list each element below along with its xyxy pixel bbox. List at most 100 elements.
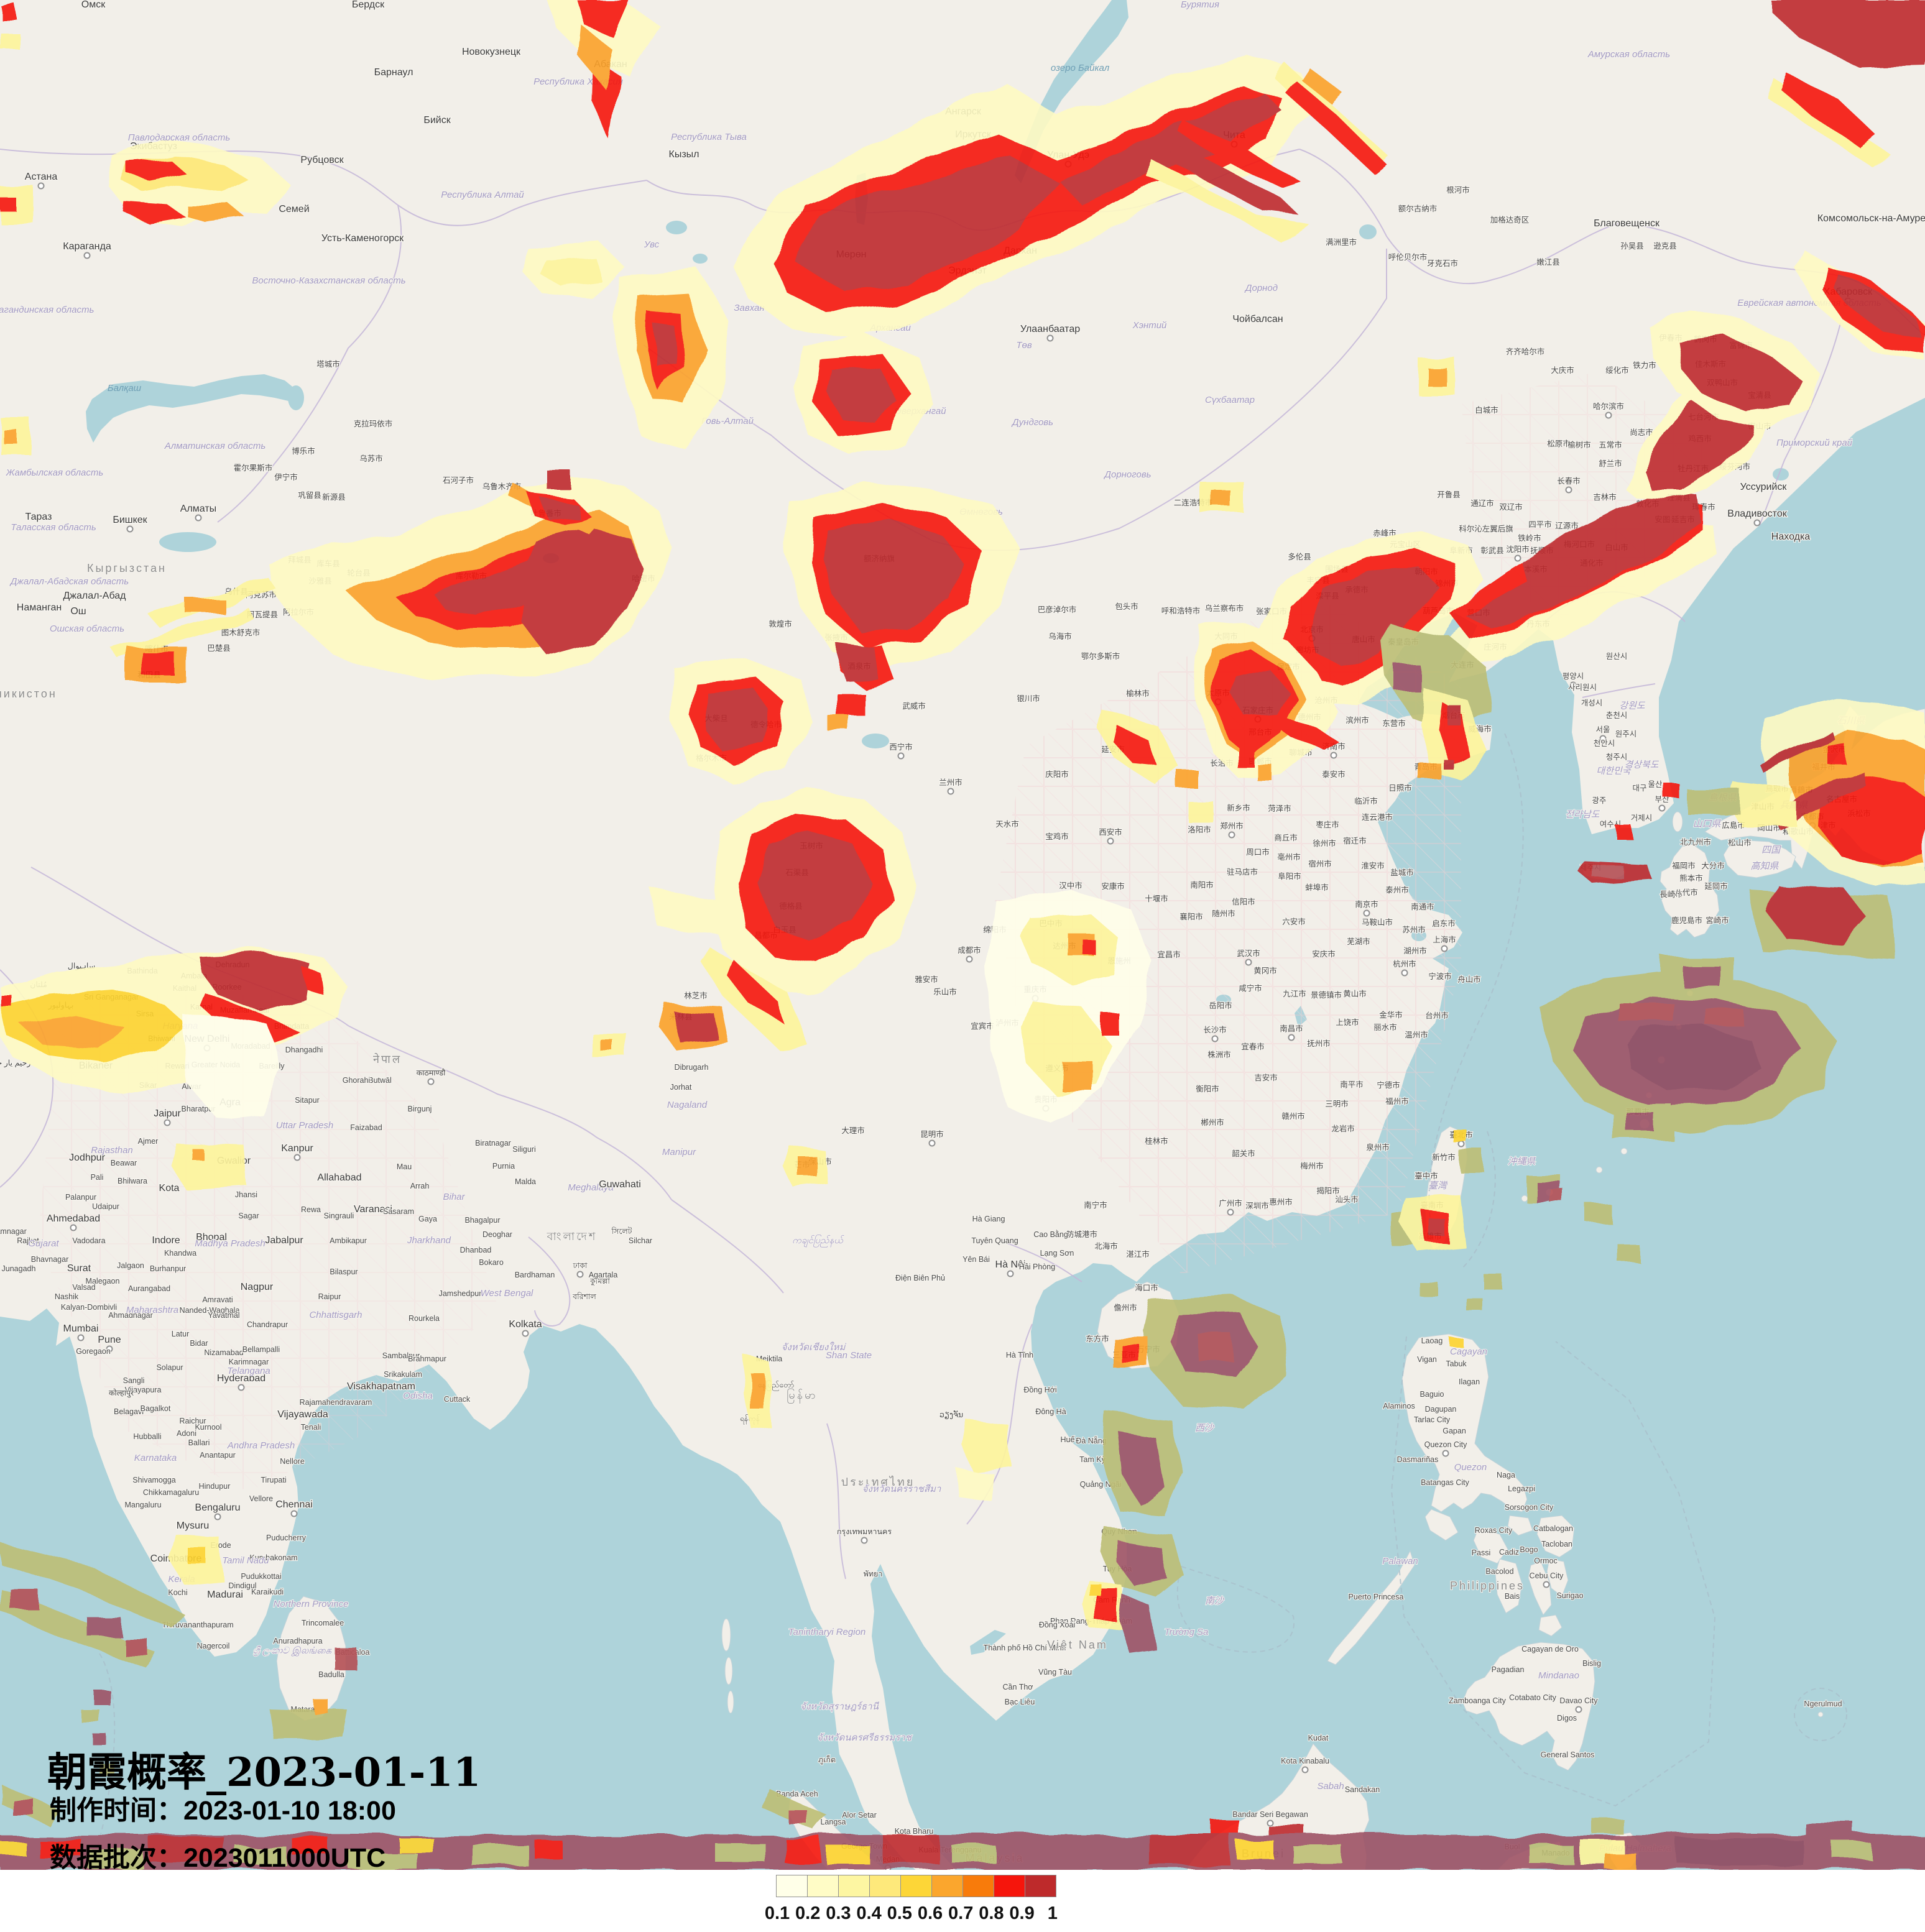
city-label: Burhanpur (150, 1264, 186, 1273)
water-label: озеро Байкал (1051, 63, 1110, 73)
city-label: 铁岭市 (1518, 533, 1541, 543)
city-marker (1330, 752, 1337, 759)
heat-region (951, 1845, 995, 1862)
city-label: Чойбалсан (1232, 314, 1283, 324)
city-label: 六安市 (1282, 917, 1306, 926)
heat-region (650, 888, 724, 936)
city-label: Surigao (1556, 1591, 1583, 1600)
city-label: 信阳市 (1232, 897, 1255, 906)
border-dmz (1582, 683, 1656, 698)
city-label: 宝鸡市 (1045, 832, 1069, 841)
heat-region (185, 598, 224, 613)
city-marker (1363, 909, 1370, 917)
lake-qinghai (862, 734, 889, 748)
city-label: Goregaon (76, 1347, 111, 1356)
heat-region (1118, 1431, 1164, 1506)
city-label: Madurai (207, 1589, 243, 1600)
heat-region (535, 1840, 562, 1859)
city-label: Cần Thơ (1003, 1683, 1033, 1691)
city-label: 逊克县 (1653, 241, 1677, 251)
legend-tick: 0.6 (917, 1903, 943, 1923)
heat-region (1626, 1024, 1761, 1091)
city-marker (522, 1330, 529, 1337)
eez-taiwan (1462, 1131, 1496, 1269)
city-label: 黄山市 (1343, 989, 1367, 998)
city-label: Уссурийск (1740, 482, 1788, 492)
heat-region (799, 1157, 818, 1177)
city-label: Trincomalee (302, 1619, 344, 1627)
city-label: 원산시 (1606, 652, 1628, 661)
region-label: Meghalaya (568, 1182, 613, 1193)
region-label: Northern Province (274, 1599, 349, 1609)
city-label: กรุงเทพมหานคร (837, 1527, 892, 1537)
city-label: Vellore (249, 1494, 273, 1503)
region-label: Uttar Pradesh (276, 1120, 334, 1131)
city-label: 上海市 (1433, 935, 1456, 944)
city-marker (106, 1345, 113, 1353)
lake-issyk-kul (159, 532, 216, 552)
city-label: Kudat (1308, 1734, 1329, 1742)
heat-region (1430, 1220, 1446, 1237)
spratly-boundary (1176, 1566, 1295, 1653)
city-label: Бердск (352, 0, 385, 10)
heat-region (2, 429, 16, 443)
city-label: Catbalogan (1533, 1524, 1573, 1533)
city-label: Đồng Xoài (1039, 1621, 1075, 1629)
city-label: 泉州市 (1366, 1143, 1390, 1152)
legend-tick: 0.2 (795, 1903, 821, 1923)
city-label: Kumbakonam (249, 1553, 297, 1562)
island-shikoku (1723, 840, 1796, 878)
heat-region (0, 995, 11, 1006)
city-label: 新竹市 (1432, 1152, 1456, 1162)
city-label: 榆树市 (1567, 440, 1591, 449)
city-label: 南阳市 (1190, 880, 1214, 890)
city-label: Raipur (318, 1292, 341, 1301)
city-marker (238, 1384, 245, 1391)
city-label: Cadiz (1499, 1548, 1519, 1557)
city-label: Legazpi (1508, 1484, 1535, 1493)
heat-region (1096, 1586, 1115, 1621)
city-label: Bardhaman (515, 1271, 555, 1279)
city-label: 吉林市 (1593, 492, 1617, 502)
city-label: 孙吴县 (1620, 242, 1644, 251)
city-label: Deoghar (482, 1230, 512, 1239)
city-label: Adoni (177, 1429, 196, 1438)
city-label: 开鲁县 (1437, 490, 1461, 499)
city-label: 광주 (1592, 796, 1606, 805)
city-label: ঢাকা (572, 1261, 587, 1270)
lake-hulun (1359, 224, 1377, 239)
city-label: 博乐市 (292, 446, 315, 456)
region-label: Quezon (1454, 1462, 1487, 1473)
city-label: 臺中市 (1415, 1171, 1438, 1180)
region-label: Cagayan (1450, 1346, 1487, 1357)
city-label: 湛江市 (1126, 1249, 1150, 1259)
region-label: Увс (644, 239, 660, 250)
city-label: 郴州市 (1201, 1118, 1224, 1127)
city-label: 八代市 (1674, 888, 1698, 897)
city-label: Ormoc (1534, 1557, 1558, 1565)
city-label: 双辽市 (1499, 502, 1523, 512)
heat-region (1758, 732, 1835, 772)
border-india-bangladesh (528, 1236, 571, 1327)
city-label: 蚌埠市 (1305, 883, 1329, 892)
region-label: Хэнтий (1132, 320, 1167, 331)
city-marker (1046, 334, 1054, 342)
lake-khyargas (693, 254, 708, 264)
heat-region (1530, 1845, 1573, 1864)
city-label: Ahmedabad (47, 1213, 100, 1224)
heat-region (1450, 1338, 1462, 1346)
city-marker (83, 252, 91, 259)
heat-region (1311, 567, 1438, 666)
city-label: 천안시 (1594, 738, 1615, 748)
city-label: Cao Bằng (1033, 1230, 1068, 1239)
city-label: 汕头市 (1335, 1195, 1359, 1204)
city-marker (293, 1154, 301, 1161)
heat-region (185, 205, 246, 223)
city-marker (214, 1513, 221, 1520)
city-label: Bhopal (196, 1232, 227, 1243)
legend-color-cell (932, 1875, 963, 1897)
heat-region (473, 1845, 529, 1866)
region-label: Республика Тыва (671, 132, 747, 142)
city-label: 杭州市 (1393, 959, 1416, 968)
city-label: Batangas City (1421, 1478, 1470, 1487)
